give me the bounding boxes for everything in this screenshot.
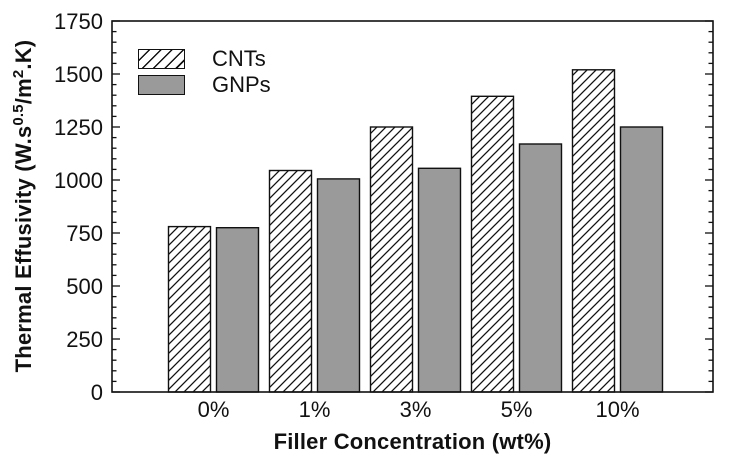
legend-item-gnps: GNPs	[138, 72, 271, 97]
y-tick-label: 750	[66, 221, 103, 246]
y-tick-label: 1750	[54, 9, 103, 34]
legend: CNTs GNPs	[138, 46, 271, 101]
legend-label-cnts: CNTs	[212, 46, 266, 71]
legend-item-cnts: CNTs	[138, 46, 271, 71]
cnts-hatched-swatch-icon	[138, 49, 185, 69]
y-axis-title: Thermal Effusivity (W.s0.5/m2.K)	[10, 39, 36, 373]
y-tick-label: 0	[91, 380, 103, 405]
y-tick-label: 250	[66, 327, 103, 352]
x-tick-label: 1%	[299, 397, 331, 422]
bar-cnts-3%	[369, 126, 414, 393]
x-tick-label: 3%	[400, 397, 432, 422]
gnps-gray-swatch-icon	[138, 75, 185, 95]
y-tick-label: 1000	[54, 168, 103, 193]
y-tick-label: 1500	[54, 62, 103, 87]
x-tick-label: 0%	[198, 397, 230, 422]
x-axis-title: Filler Concentration (wt%)	[273, 429, 552, 454]
axes-layer	[111, 20, 714, 393]
y-tick-label: 500	[66, 274, 103, 299]
bar-cnts-5%	[470, 95, 515, 393]
bars-layer	[167, 69, 664, 393]
bar-gnps-1%	[316, 178, 361, 393]
bar-cnts-1%	[268, 169, 313, 393]
bar-cnts-0%	[167, 225, 212, 393]
bar-cnts-10%	[571, 69, 616, 393]
bar-gnps-0%	[215, 226, 260, 393]
y-tick-label: 1250	[54, 115, 103, 140]
x-tick-label: 10%	[595, 397, 639, 422]
tick-labels-layer: 0% 1% 3% 5% 10% 0 250 500 750 1000 1250 1500 1750	[54, 9, 639, 422]
x-tick-label: 5%	[501, 397, 533, 422]
legend-label-gnps: GNPs	[212, 72, 271, 97]
bar-gnps-5%	[518, 143, 563, 393]
bar-gnps-10%	[619, 126, 664, 393]
bar-gnps-3%	[417, 167, 462, 393]
